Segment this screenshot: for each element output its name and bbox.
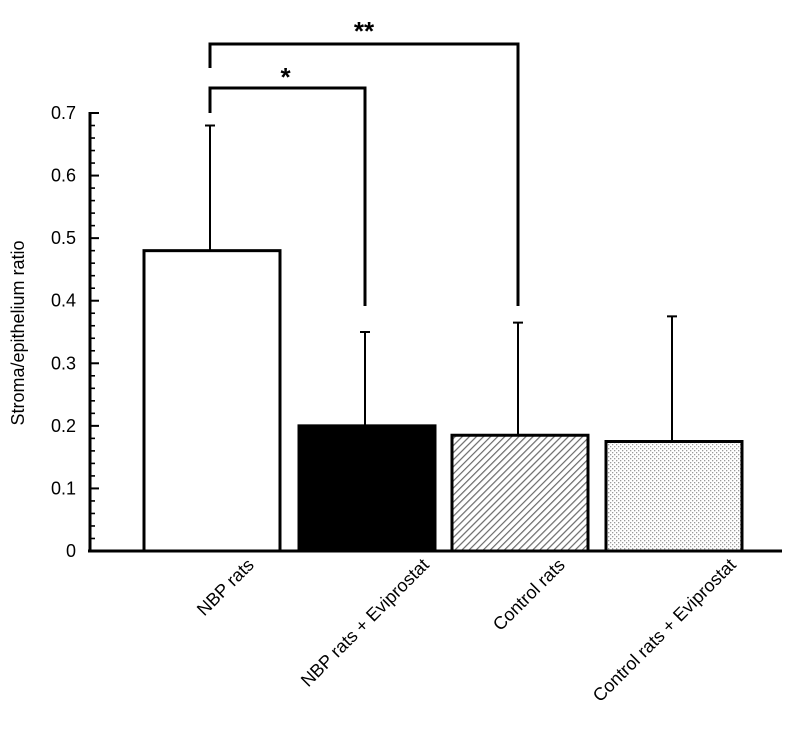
bar (604, 440, 744, 553)
error-bars (205, 124, 677, 442)
category-label: NBP rats (193, 555, 258, 620)
y-tick-label: 0.3 (51, 353, 76, 373)
category-label: Control rats + Eviprostat (589, 555, 740, 706)
y-tick-label: 0.6 (51, 166, 76, 186)
bars (142, 249, 744, 553)
category-label: NBP rats + Eviprostat (297, 555, 433, 691)
category-label: Control rats (489, 555, 569, 635)
bar (450, 433, 590, 553)
significance-brackets: *** (208, 16, 520, 306)
bar (297, 424, 437, 553)
y-tick-label: 0.5 (51, 228, 76, 248)
y-tick-label: 0.2 (51, 416, 76, 436)
category-labels: NBP rats NBP rats + Eviprostat Control rat… (193, 555, 740, 706)
y-axis-title: Stroma/epithelium ratio (8, 240, 28, 425)
significance-label: * (280, 62, 291, 92)
significance-bracket (208, 86, 367, 306)
y-tick-label: 0.4 (51, 291, 76, 311)
significance-label: ** (354, 16, 375, 46)
bar (142, 249, 282, 553)
y-tick-label: 0 (66, 541, 76, 561)
y-tick-label: 0.1 (51, 478, 76, 498)
y-tick-label: 0.7 (51, 103, 76, 123)
significance-bracket (208, 42, 520, 306)
